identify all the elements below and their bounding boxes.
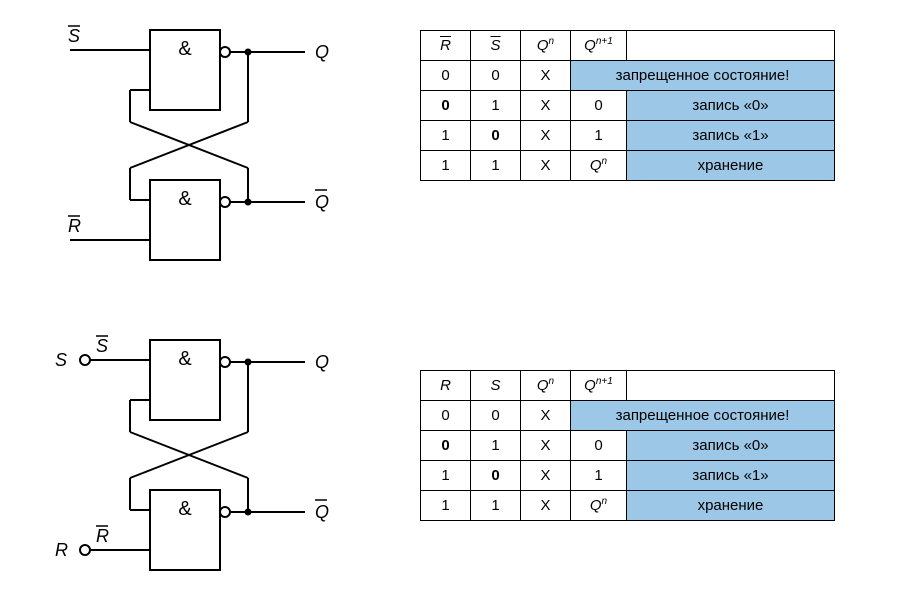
table-row: 00Xзапрещенное состояние! — [421, 401, 835, 431]
table-header-cell: R — [421, 31, 471, 61]
svg-text:&: & — [178, 498, 192, 520]
table-cell: X — [521, 151, 571, 181]
table-cell: X — [521, 401, 571, 431]
table-row: 10X1запись «1» — [421, 121, 835, 151]
table-cell: Qn — [571, 151, 627, 181]
table-cell: 1 — [421, 121, 471, 151]
rs-latch-diagram-1: & & Q Q S R — [55, 20, 355, 280]
svg-text:R: R — [68, 216, 81, 236]
svg-text:Q: Q — [315, 192, 329, 212]
table-cell: Qn — [571, 491, 627, 521]
table-cell: 0 — [471, 121, 521, 151]
svg-text:Q: Q — [315, 352, 329, 372]
table-cell: 1 — [471, 91, 521, 121]
svg-text:&: & — [178, 348, 192, 370]
svg-text:Q: Q — [315, 42, 329, 62]
svg-text:&: & — [178, 188, 192, 210]
truth-table-2: RSQnQn+100Xзапрещенное состояние!01X0зап… — [420, 370, 835, 521]
table-cell: 1 — [571, 461, 627, 491]
table-cell: запись «0» — [627, 431, 835, 461]
table-cell: 1 — [421, 461, 471, 491]
truth-table-1: RSQnQn+100Xзапрещенное состояние!01X0зап… — [420, 30, 835, 181]
table-cell: 1 — [471, 431, 521, 461]
table-cell: 0 — [421, 401, 471, 431]
rs-latch-diagram-2: & & Q Q S R S R — [55, 330, 355, 590]
table-cell: 0 — [471, 461, 521, 491]
table-cell: 0 — [471, 61, 521, 91]
svg-text:S: S — [68, 26, 80, 46]
svg-text:&: & — [178, 38, 192, 60]
svg-text:S: S — [55, 350, 67, 370]
table-header-cell: S — [471, 31, 521, 61]
table-cell: 1 — [471, 151, 521, 181]
table-header-cell: S — [471, 371, 521, 401]
table-row: 00Xзапрещенное состояние! — [421, 61, 835, 91]
table-cell: хранение — [627, 491, 835, 521]
table-cell: запрещенное состояние! — [571, 61, 835, 91]
table-cell: 0 — [571, 91, 627, 121]
svg-text:R: R — [55, 540, 68, 560]
svg-text:R: R — [96, 526, 109, 546]
table-cell: 0 — [571, 431, 627, 461]
table-cell: 0 — [421, 61, 471, 91]
table-header-cell: Qn — [521, 31, 571, 61]
table-cell: 0 — [421, 91, 471, 121]
table-header-cell — [627, 31, 835, 61]
table-cell: запись «1» — [627, 461, 835, 491]
table-cell: X — [521, 461, 571, 491]
table-cell: X — [521, 121, 571, 151]
table-cell: X — [521, 61, 571, 91]
table-row: 01X0запись «0» — [421, 91, 835, 121]
table-cell: 1 — [471, 491, 521, 521]
table-cell: X — [521, 491, 571, 521]
table-cell: запись «0» — [627, 91, 835, 121]
table-header-cell: R — [421, 371, 471, 401]
table-cell: 0 — [421, 431, 471, 461]
table-header-cell: Qn+1 — [571, 31, 627, 61]
page-root: &&QQSR &&QQSRSR RSQnQn+100Xзапрещенное с… — [0, 0, 911, 610]
table-cell: 1 — [421, 491, 471, 521]
table-cell: хранение — [627, 151, 835, 181]
table-cell: 1 — [571, 121, 627, 151]
table-row: 01X0запись «0» — [421, 431, 835, 461]
table-cell: запись «1» — [627, 121, 835, 151]
table-cell: запрещенное состояние! — [571, 401, 835, 431]
table-row: 11XQnхранение — [421, 151, 835, 181]
svg-text:S: S — [96, 336, 108, 356]
table-header-cell: Qn — [521, 371, 571, 401]
svg-text:Q: Q — [315, 502, 329, 522]
table-header-cell: Qn+1 — [571, 371, 627, 401]
table-cell: X — [521, 91, 571, 121]
table-cell: 1 — [421, 151, 471, 181]
table-cell: X — [521, 431, 571, 461]
table-cell: 0 — [471, 401, 521, 431]
table-row: 10X1запись «1» — [421, 461, 835, 491]
table-row: 11XQnхранение — [421, 491, 835, 521]
table-header-cell — [627, 371, 835, 401]
